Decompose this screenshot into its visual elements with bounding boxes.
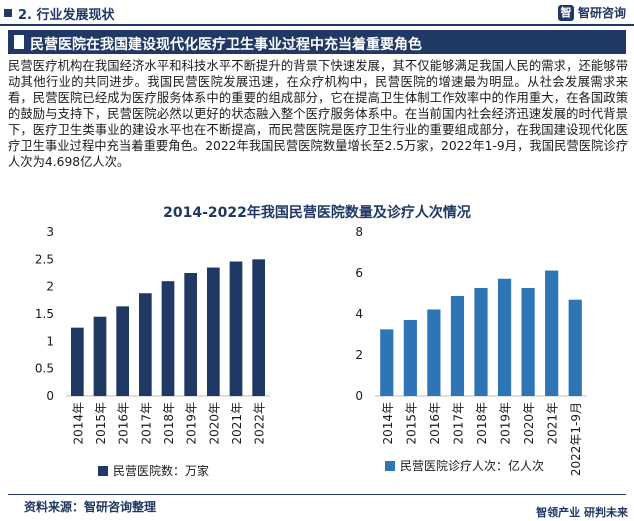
- bar: [161, 281, 175, 396]
- bar: [138, 293, 152, 396]
- x-tick-label: 2016年: [117, 402, 131, 445]
- legend-label: 民营医院数：万家: [113, 463, 209, 478]
- bar: [252, 259, 266, 396]
- y-tick-label: 4: [355, 307, 363, 321]
- visit-count-chart: 0 2 4 6 8 2014年 2015年 2016年 2017年 2018年 2019年 2020年…: [355, 225, 587, 476]
- bar: [229, 261, 243, 396]
- legend-swatch: [98, 466, 108, 476]
- bar: [93, 316, 107, 396]
- headline-marker-icon: [14, 35, 24, 49]
- x-tick-label: 2014年: [381, 402, 395, 445]
- y-tick-label: 3: [46, 225, 54, 239]
- x-tick-label: 2020年: [522, 402, 536, 445]
- hospital-count-chart: 0 0.5 1 1.5 2 2.5 3 2014年 2015年 2016年 2017年 2018年 20…: [35, 225, 270, 478]
- legend-label: 民营医院诊疗人次：亿人次: [400, 458, 544, 473]
- legend-swatch: [385, 461, 395, 471]
- y-tick-label: 2: [46, 280, 54, 294]
- footer-rule: [8, 494, 626, 495]
- x-tick-label: 2021年: [230, 402, 244, 445]
- x-tick-label: 2022年: [253, 402, 267, 445]
- bar: [450, 295, 465, 396]
- section-marker-icon: [4, 9, 12, 17]
- x-tick-label: 2016年: [428, 402, 442, 445]
- bar: [474, 287, 488, 396]
- y-tick-label: 0: [355, 389, 363, 403]
- x-tick-label: 2015年: [404, 402, 418, 445]
- bar: [70, 327, 84, 396]
- x-tick-label: 2017年: [451, 402, 465, 445]
- header-rule: [0, 24, 634, 26]
- footer-slogan: 智领产业 研判未来: [536, 506, 628, 519]
- bar: [403, 319, 417, 396]
- x-tick-label: 2021年: [546, 402, 560, 445]
- footer: 资料来源：智研咨询整理 智领产业 研判未来: [0, 490, 634, 521]
- x-tick-label: 2014年: [71, 402, 85, 445]
- x-tick-label: 2015年: [94, 402, 108, 445]
- bar: [116, 306, 130, 396]
- y-tick-label: 8: [355, 225, 363, 239]
- body-paragraph: 民营医疗机构在我国经济水平和科技水平不断提升的背景下快速发展，其不仅能够满足我国…: [8, 59, 628, 169]
- y-tick-label: 2: [355, 348, 363, 362]
- bar: [380, 329, 394, 396]
- y-tick-label: 6: [355, 266, 363, 280]
- brand-logo: 智 智研咨询: [557, 4, 626, 21]
- y-tick-label: 2.5: [35, 252, 54, 266]
- x-tick-label: 2018年: [475, 402, 489, 445]
- top-bar: 2. 行业发展现状 智 智研咨询: [0, 0, 634, 26]
- y-tick-label: 0.5: [35, 362, 54, 376]
- y-tick-label: 1.5: [35, 307, 54, 321]
- x-tick-label: 2022年1-9月: [569, 402, 583, 476]
- x-tick-label: 2018年: [162, 402, 176, 445]
- x-tick-label: 2019年: [499, 402, 513, 445]
- headline-banner: 民营医院在我国建设现代化医疗卫生事业过程中充当着重要角色: [8, 30, 626, 54]
- logo-icon: 智: [557, 4, 574, 21]
- bar: [206, 267, 220, 396]
- data-source: 资料来源：智研咨询整理: [24, 500, 157, 514]
- bar: [497, 278, 512, 396]
- chart-title: 2014-2022年我国民营医院数量及诊疗人次情况: [163, 205, 471, 221]
- bar: [521, 287, 535, 396]
- x-tick-label: 2020年: [207, 402, 221, 445]
- x-tick-label: 2019年: [185, 402, 199, 445]
- logo-text: 智研咨询: [577, 6, 626, 20]
- bar: [184, 273, 198, 396]
- headline-text: 民营医院在我国建设现代化医疗卫生事业过程中充当着重要角色: [30, 37, 422, 53]
- bar: [545, 270, 559, 396]
- y-tick-label: 0: [46, 389, 54, 403]
- section-title: 2. 行业发展现状: [18, 8, 115, 23]
- bar: [568, 299, 582, 396]
- bar: [427, 309, 441, 396]
- y-tick-label: 1: [46, 334, 54, 348]
- x-tick-label: 2017年: [139, 402, 153, 445]
